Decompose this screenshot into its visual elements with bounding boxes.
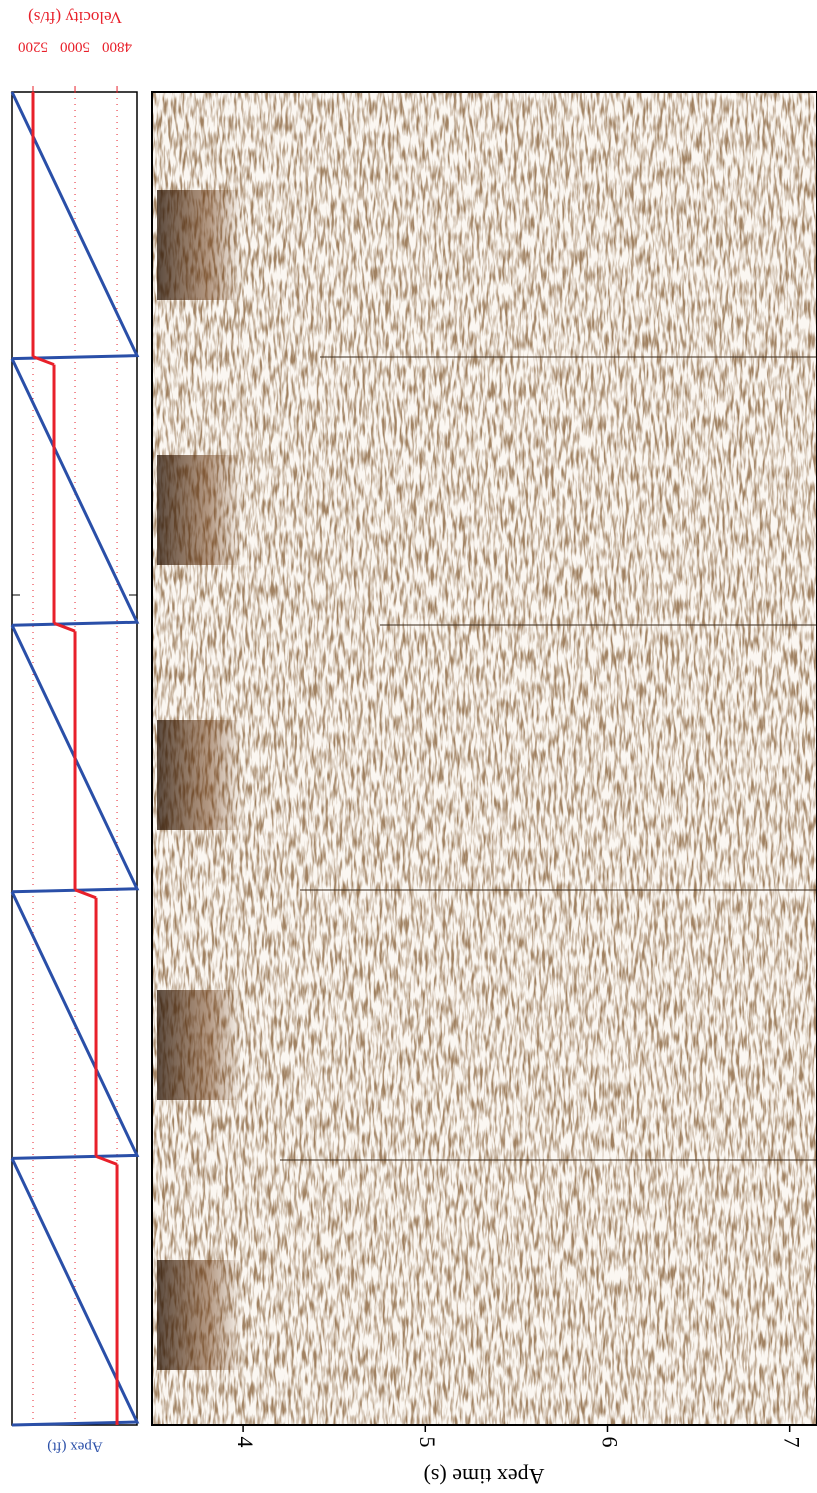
x-tick-label: 5200 <box>18 39 48 55</box>
group-boundaries <box>280 356 817 1161</box>
velocity-step <box>32 355 55 367</box>
apex-sawtooth <box>10 1157 140 1427</box>
velocity-step <box>74 888 97 900</box>
apex-label: Apex (ft) <box>47 1439 102 1455</box>
streak <box>157 720 242 830</box>
time-label: Apex time (s) <box>424 1464 545 1489</box>
apex-sawtooth <box>10 624 140 894</box>
velocity-step <box>95 1154 118 1166</box>
x-tick-label: 4800 <box>102 39 132 55</box>
x-tick-label: 4 <box>233 1437 258 1448</box>
streak <box>157 990 242 1100</box>
streak <box>157 1260 242 1370</box>
velocity-step <box>53 621 76 633</box>
streak <box>157 190 242 300</box>
streak <box>157 455 242 565</box>
event-streaks <box>157 190 242 1370</box>
apex-sawtooth <box>10 91 140 361</box>
x-tick-label: 5 <box>415 1437 440 1448</box>
velocity-title: Velocity (ft/s) <box>28 8 122 27</box>
apex-sawtooth <box>10 891 140 1160</box>
image-texture <box>152 92 817 1425</box>
x-tick-label: 6 <box>597 1437 622 1448</box>
x-tick-label: 5000 <box>60 39 90 55</box>
x-tick-label: 7 <box>780 1437 805 1448</box>
image-frame <box>151 91 817 1426</box>
